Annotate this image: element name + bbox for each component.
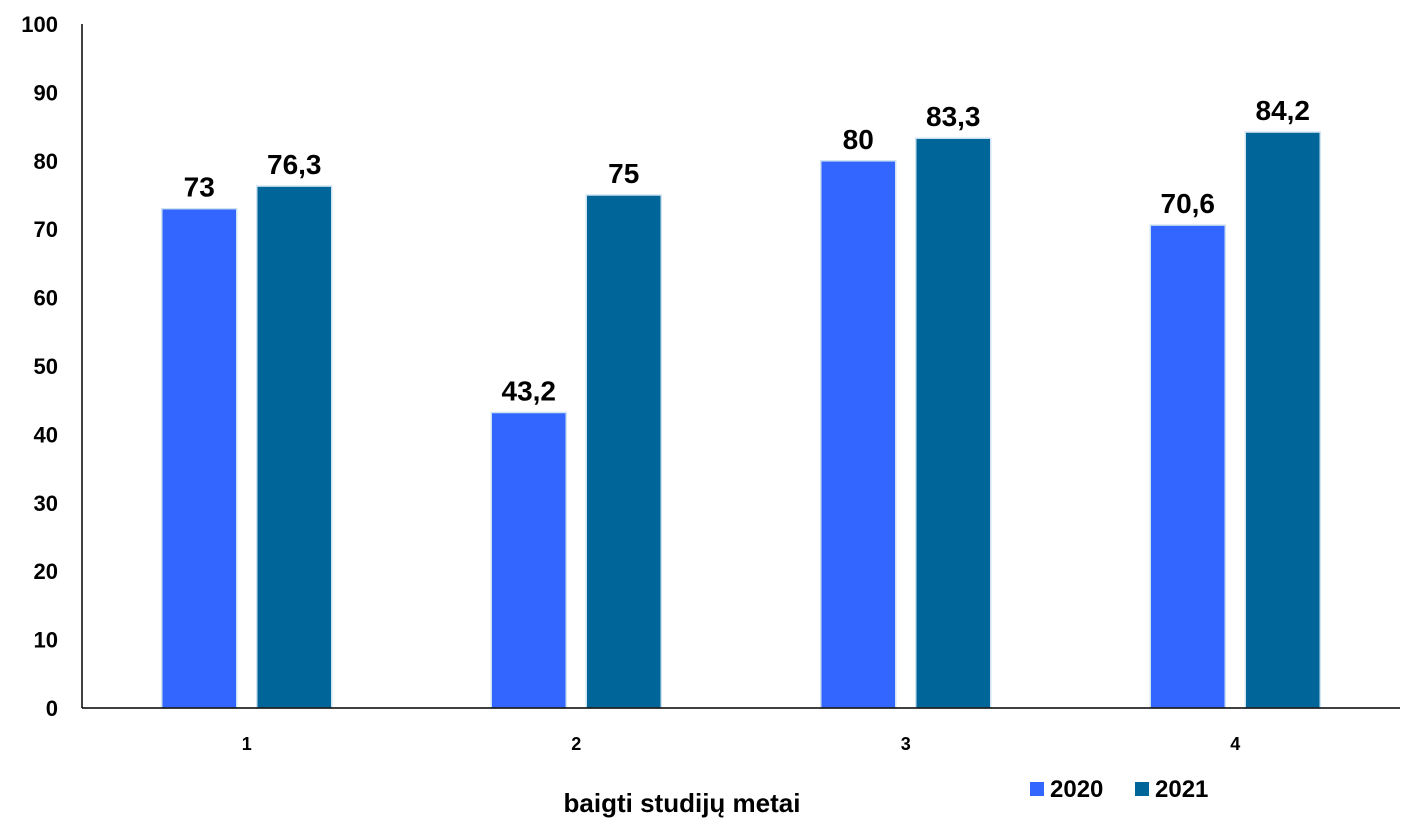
y-tick-label: 20 [34, 559, 58, 584]
legend-label-2020: 2020 [1050, 776, 1103, 803]
y-tick-label: 90 [34, 80, 58, 105]
y-tick-label: 60 [34, 286, 58, 311]
bars: 73 76,3 43,2 75 80 83,3 70,6 84,2 [161, 95, 1321, 709]
bar-2020-1 [161, 207, 238, 709]
bar-2021-3 [915, 137, 992, 709]
y-tick-label: 100 [21, 12, 58, 37]
bar-2020-4 [1149, 224, 1226, 709]
legend-label-2021: 2021 [1155, 776, 1208, 803]
x-tick-label: 1 [242, 734, 252, 754]
legend-swatch-2021 [1135, 782, 1149, 796]
y-tick-label: 30 [34, 491, 58, 516]
x-axis-title: baigti studijų metai [564, 788, 801, 818]
x-tick-label: 3 [901, 734, 911, 754]
legend: 2020 2021 [1030, 776, 1208, 803]
data-label-2021-3: 83,3 [926, 101, 981, 132]
bar-2021-4 [1244, 131, 1321, 709]
data-label-2021-4: 84,2 [1256, 95, 1311, 126]
y-tick-label: 0 [46, 696, 58, 721]
data-label-2021-1: 76,3 [267, 149, 322, 180]
y-tick-label: 40 [34, 422, 58, 447]
data-label-2020-3: 80 [843, 124, 874, 155]
bar-2020-3 [820, 160, 897, 709]
legend-swatch-2020 [1030, 782, 1044, 796]
y-tick-label: 50 [34, 354, 58, 379]
x-tick-label: 4 [1230, 734, 1240, 754]
y-tick-label: 80 [34, 149, 58, 174]
data-label-2020-2: 43,2 [502, 376, 557, 407]
y-tick-label: 10 [34, 628, 58, 653]
bar-2021-1 [256, 185, 333, 709]
y-tick-label: 70 [34, 217, 58, 242]
data-label-2020-1: 73 [184, 172, 215, 203]
x-axis: 1 2 3 4 [82, 707, 1400, 754]
data-label-2020-4: 70,6 [1161, 188, 1216, 219]
bar-2020-2 [490, 411, 567, 709]
data-label-2021-2: 75 [608, 158, 639, 189]
bar-2021-2 [585, 194, 662, 709]
y-axis: 0 10 20 30 40 50 60 70 80 90 100 [21, 12, 83, 721]
x-tick-label: 2 [571, 734, 581, 754]
